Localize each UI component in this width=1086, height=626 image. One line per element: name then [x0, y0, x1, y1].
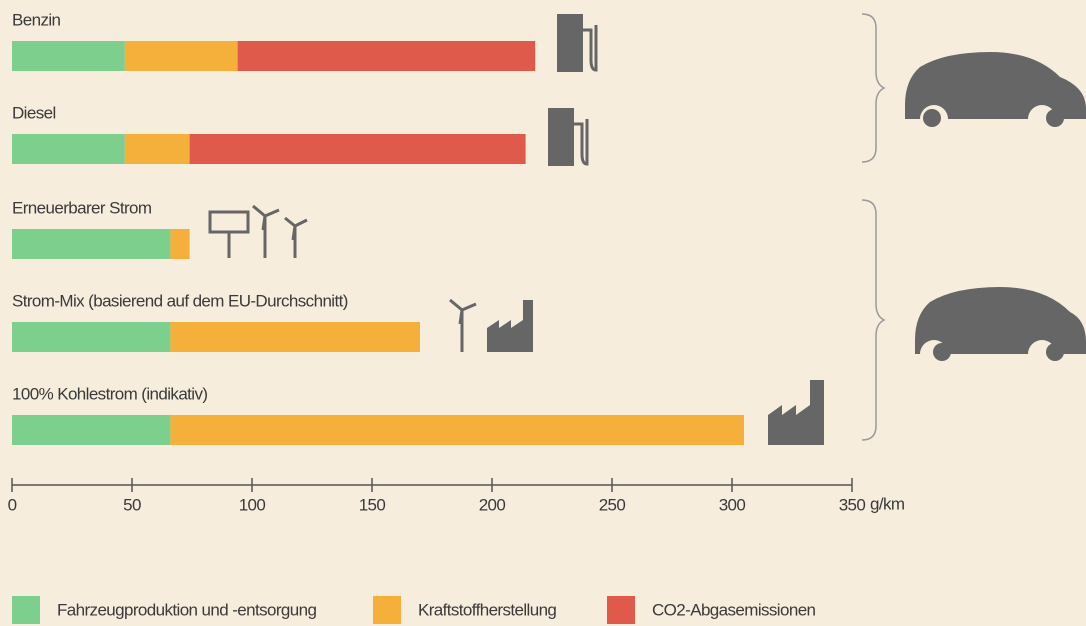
x-tick-label: 0: [8, 495, 17, 514]
legend-label: Kraftstoffherstellung: [418, 600, 556, 619]
category-label: Strom-Mix (basierend auf dem EU-Durchsch…: [12, 291, 348, 310]
x-tick-label: 50: [123, 495, 141, 514]
bar-segment: [124, 134, 190, 164]
renewable-icon: [208, 204, 477, 352]
category-label: Diesel: [12, 103, 56, 122]
category-label: Erneuerbarer Strom: [12, 198, 152, 217]
factory-icon: [487, 300, 533, 352]
x-tick-label: 300: [719, 495, 746, 514]
legend-label: Fahrzeugproduktion und -entsorgung: [57, 600, 316, 619]
category-label: 100% Kohlestrom (indikativ): [12, 384, 207, 403]
legend-swatch: [607, 596, 635, 624]
bar-segment: [12, 229, 171, 259]
x-tick-label: 150: [359, 495, 386, 514]
bar-segment: [12, 134, 125, 164]
x-tick-label: 100: [239, 495, 266, 514]
bar-segment: [170, 322, 420, 352]
bar-segment: [124, 41, 238, 71]
pump-icon: [548, 108, 589, 166]
x-axis-label: g/km: [870, 494, 905, 513]
brace: [861, 199, 886, 441]
bar-segment: [237, 41, 536, 71]
bar-segment: [189, 134, 526, 164]
x-tick-label: 250: [599, 495, 626, 514]
legend-swatch: [373, 596, 401, 624]
legend-label: CO2-Abgasemissionen: [652, 600, 816, 619]
car-icon: [905, 52, 1086, 127]
bar-segment: [12, 41, 125, 71]
brace: [861, 13, 886, 163]
car-icon: [915, 287, 1086, 361]
category-label: Benzin: [12, 10, 61, 29]
legend-swatch: [12, 596, 40, 624]
bar-segment: [170, 415, 744, 445]
pump-icon: [557, 14, 598, 72]
x-tick-label: 200: [479, 495, 506, 514]
x-tick-label: 350: [839, 495, 866, 514]
bar-segment: [12, 415, 171, 445]
bar-segment: [12, 322, 171, 352]
bar-segment: [170, 229, 190, 259]
factory-icon: [768, 380, 824, 445]
